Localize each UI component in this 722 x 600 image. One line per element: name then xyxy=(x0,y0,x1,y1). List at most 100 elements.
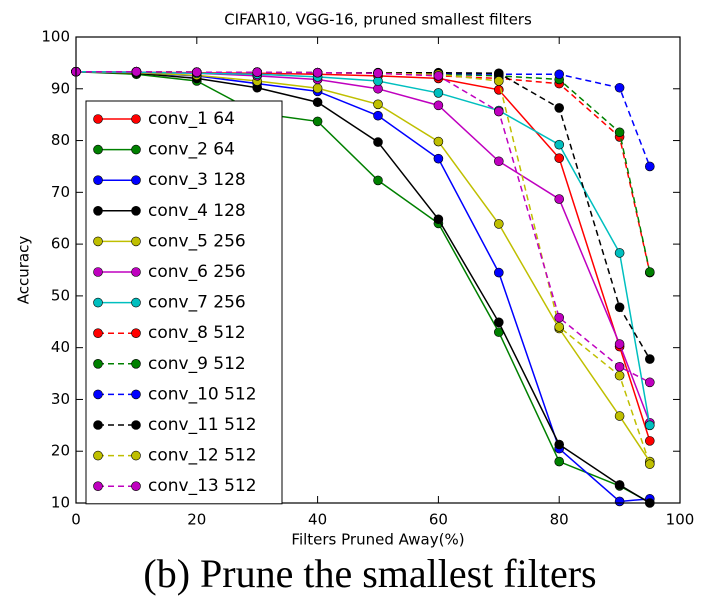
legend-label: conv_4 128 xyxy=(148,201,246,221)
data-point xyxy=(312,97,323,108)
legend-label: conv_6 256 xyxy=(148,262,246,282)
legend-marker xyxy=(131,206,141,216)
legend-marker xyxy=(93,267,103,277)
data-point xyxy=(614,411,625,421)
data-point xyxy=(614,248,625,258)
legend-marker xyxy=(93,389,103,400)
plot-frame xyxy=(75,36,681,504)
y-tick-label: 40 xyxy=(51,338,70,356)
legend-marker xyxy=(93,236,103,247)
legend-marker xyxy=(131,236,141,247)
data-point xyxy=(493,317,504,328)
data-point xyxy=(554,456,565,467)
legend-label: conv_10 512 xyxy=(148,384,257,404)
data-point xyxy=(312,116,323,127)
y-tick-label: 20 xyxy=(51,442,70,460)
data-point xyxy=(554,139,565,150)
legend-label: conv_5 256 xyxy=(148,231,246,251)
legend-marker xyxy=(93,175,103,185)
chart-title: CIFAR10, VGG-16, pruned smallest filters xyxy=(224,11,532,29)
data-point xyxy=(614,496,625,507)
x-tick-label: 40 xyxy=(308,511,327,529)
data-point xyxy=(493,219,504,229)
data-point xyxy=(493,76,504,86)
legend-label: conv_2 64 xyxy=(148,140,235,160)
y-tick-label: 80 xyxy=(51,131,70,149)
legend-label: conv_8 512 xyxy=(148,323,246,343)
data-point xyxy=(433,100,444,111)
legend-label: conv_3 128 xyxy=(148,170,246,190)
data-point xyxy=(252,67,263,78)
y-axis-label: Accuracy xyxy=(15,236,33,305)
legend-label: conv_9 512 xyxy=(148,354,246,374)
legend-marker xyxy=(93,297,103,308)
legend-marker xyxy=(131,450,141,461)
data-point xyxy=(373,99,383,110)
data-point xyxy=(614,82,625,93)
data-point xyxy=(373,175,383,186)
legend-marker xyxy=(93,420,103,430)
legend-marker xyxy=(131,328,141,339)
y-tick-label: 50 xyxy=(51,286,70,304)
data-point xyxy=(644,459,655,469)
data-point xyxy=(614,362,625,372)
legend-marker xyxy=(93,206,103,216)
data-point xyxy=(644,420,655,431)
x-tick-label: 0 xyxy=(71,511,81,529)
x-tick-label: 80 xyxy=(550,511,569,529)
legend-marker xyxy=(93,328,103,339)
y-tick-label: 10 xyxy=(51,494,70,512)
legend-label: conv_1 64 xyxy=(148,109,235,129)
data-point xyxy=(614,302,625,313)
x-tick-label: 20 xyxy=(187,511,206,529)
data-point xyxy=(373,110,383,121)
y-tick-label: 60 xyxy=(51,235,70,253)
data-point xyxy=(644,436,655,446)
legend-label: conv_7 256 xyxy=(148,293,246,313)
data-point xyxy=(373,137,383,147)
legend-marker xyxy=(131,420,141,430)
legend-marker xyxy=(93,481,103,492)
data-point xyxy=(433,214,444,225)
data-point xyxy=(433,153,444,164)
y-tick-label: 30 xyxy=(51,390,70,408)
data-point xyxy=(554,69,565,80)
data-point xyxy=(614,370,625,381)
data-point xyxy=(554,322,565,332)
data-point xyxy=(493,156,504,167)
data-point xyxy=(554,103,565,113)
data-point xyxy=(433,88,444,98)
data-point xyxy=(644,161,655,172)
data-point xyxy=(554,153,565,163)
data-point xyxy=(131,66,142,77)
legend-marker xyxy=(131,267,141,277)
data-point xyxy=(493,267,504,278)
data-point xyxy=(312,83,323,94)
data-point xyxy=(644,354,655,364)
legend-marker xyxy=(93,114,103,124)
legend-marker xyxy=(93,144,103,155)
legend-marker xyxy=(131,114,141,124)
data-point xyxy=(433,71,444,81)
legend-marker xyxy=(93,358,103,369)
data-point xyxy=(554,312,565,323)
legend-label: conv_11 512 xyxy=(148,415,257,435)
data-point xyxy=(614,127,625,138)
legend-marker xyxy=(131,358,141,369)
y-tick-label: 70 xyxy=(51,183,70,201)
legend-marker xyxy=(131,175,141,185)
data-point xyxy=(373,68,383,79)
data-point xyxy=(312,67,323,78)
y-tick-label: 90 xyxy=(51,79,70,97)
x-tick-label: 60 xyxy=(429,511,448,529)
data-point xyxy=(644,267,655,277)
data-point xyxy=(614,339,625,349)
legend-marker xyxy=(131,481,141,492)
legend-label: conv_13 512 xyxy=(148,476,257,496)
legend-marker xyxy=(131,297,141,308)
legend-marker xyxy=(131,389,141,400)
legend-label: conv_12 512 xyxy=(148,446,257,466)
legend-marker xyxy=(93,450,103,461)
data-point xyxy=(644,377,655,388)
